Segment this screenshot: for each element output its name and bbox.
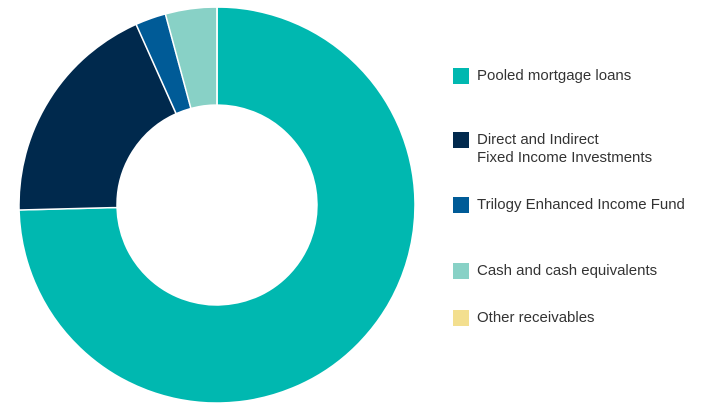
legend-item: Pooled mortgage loans xyxy=(453,67,631,85)
legend-label: Direct and Indirect Fixed Income Investm… xyxy=(477,131,653,166)
donut-slice xyxy=(18,23,178,211)
legend-swatch xyxy=(453,263,469,279)
legend-label: Pooled mortgage loans xyxy=(477,67,632,84)
legend-swatch xyxy=(453,310,469,326)
legend-item: Other receivables xyxy=(453,309,595,327)
legend-item: Cash and cash equivalents xyxy=(453,262,657,280)
legend: Pooled mortgage loans Direct and Indirect… xyxy=(453,0,711,403)
donut-slice xyxy=(18,6,416,403)
legend-label: Cash and cash equivalents xyxy=(477,262,658,279)
legend-label: Trilogy Enhanced Income Fund xyxy=(477,196,685,213)
legend-swatch xyxy=(453,132,469,148)
legend-item: Trilogy Enhanced Income Fund xyxy=(453,196,685,214)
chart xyxy=(18,6,416,403)
legend-item: Direct and Indirect Fixed Income Investm… xyxy=(453,131,652,167)
legend-label: Other receivables xyxy=(477,309,595,326)
legend-swatch xyxy=(453,197,469,213)
legend-swatch xyxy=(453,68,469,84)
